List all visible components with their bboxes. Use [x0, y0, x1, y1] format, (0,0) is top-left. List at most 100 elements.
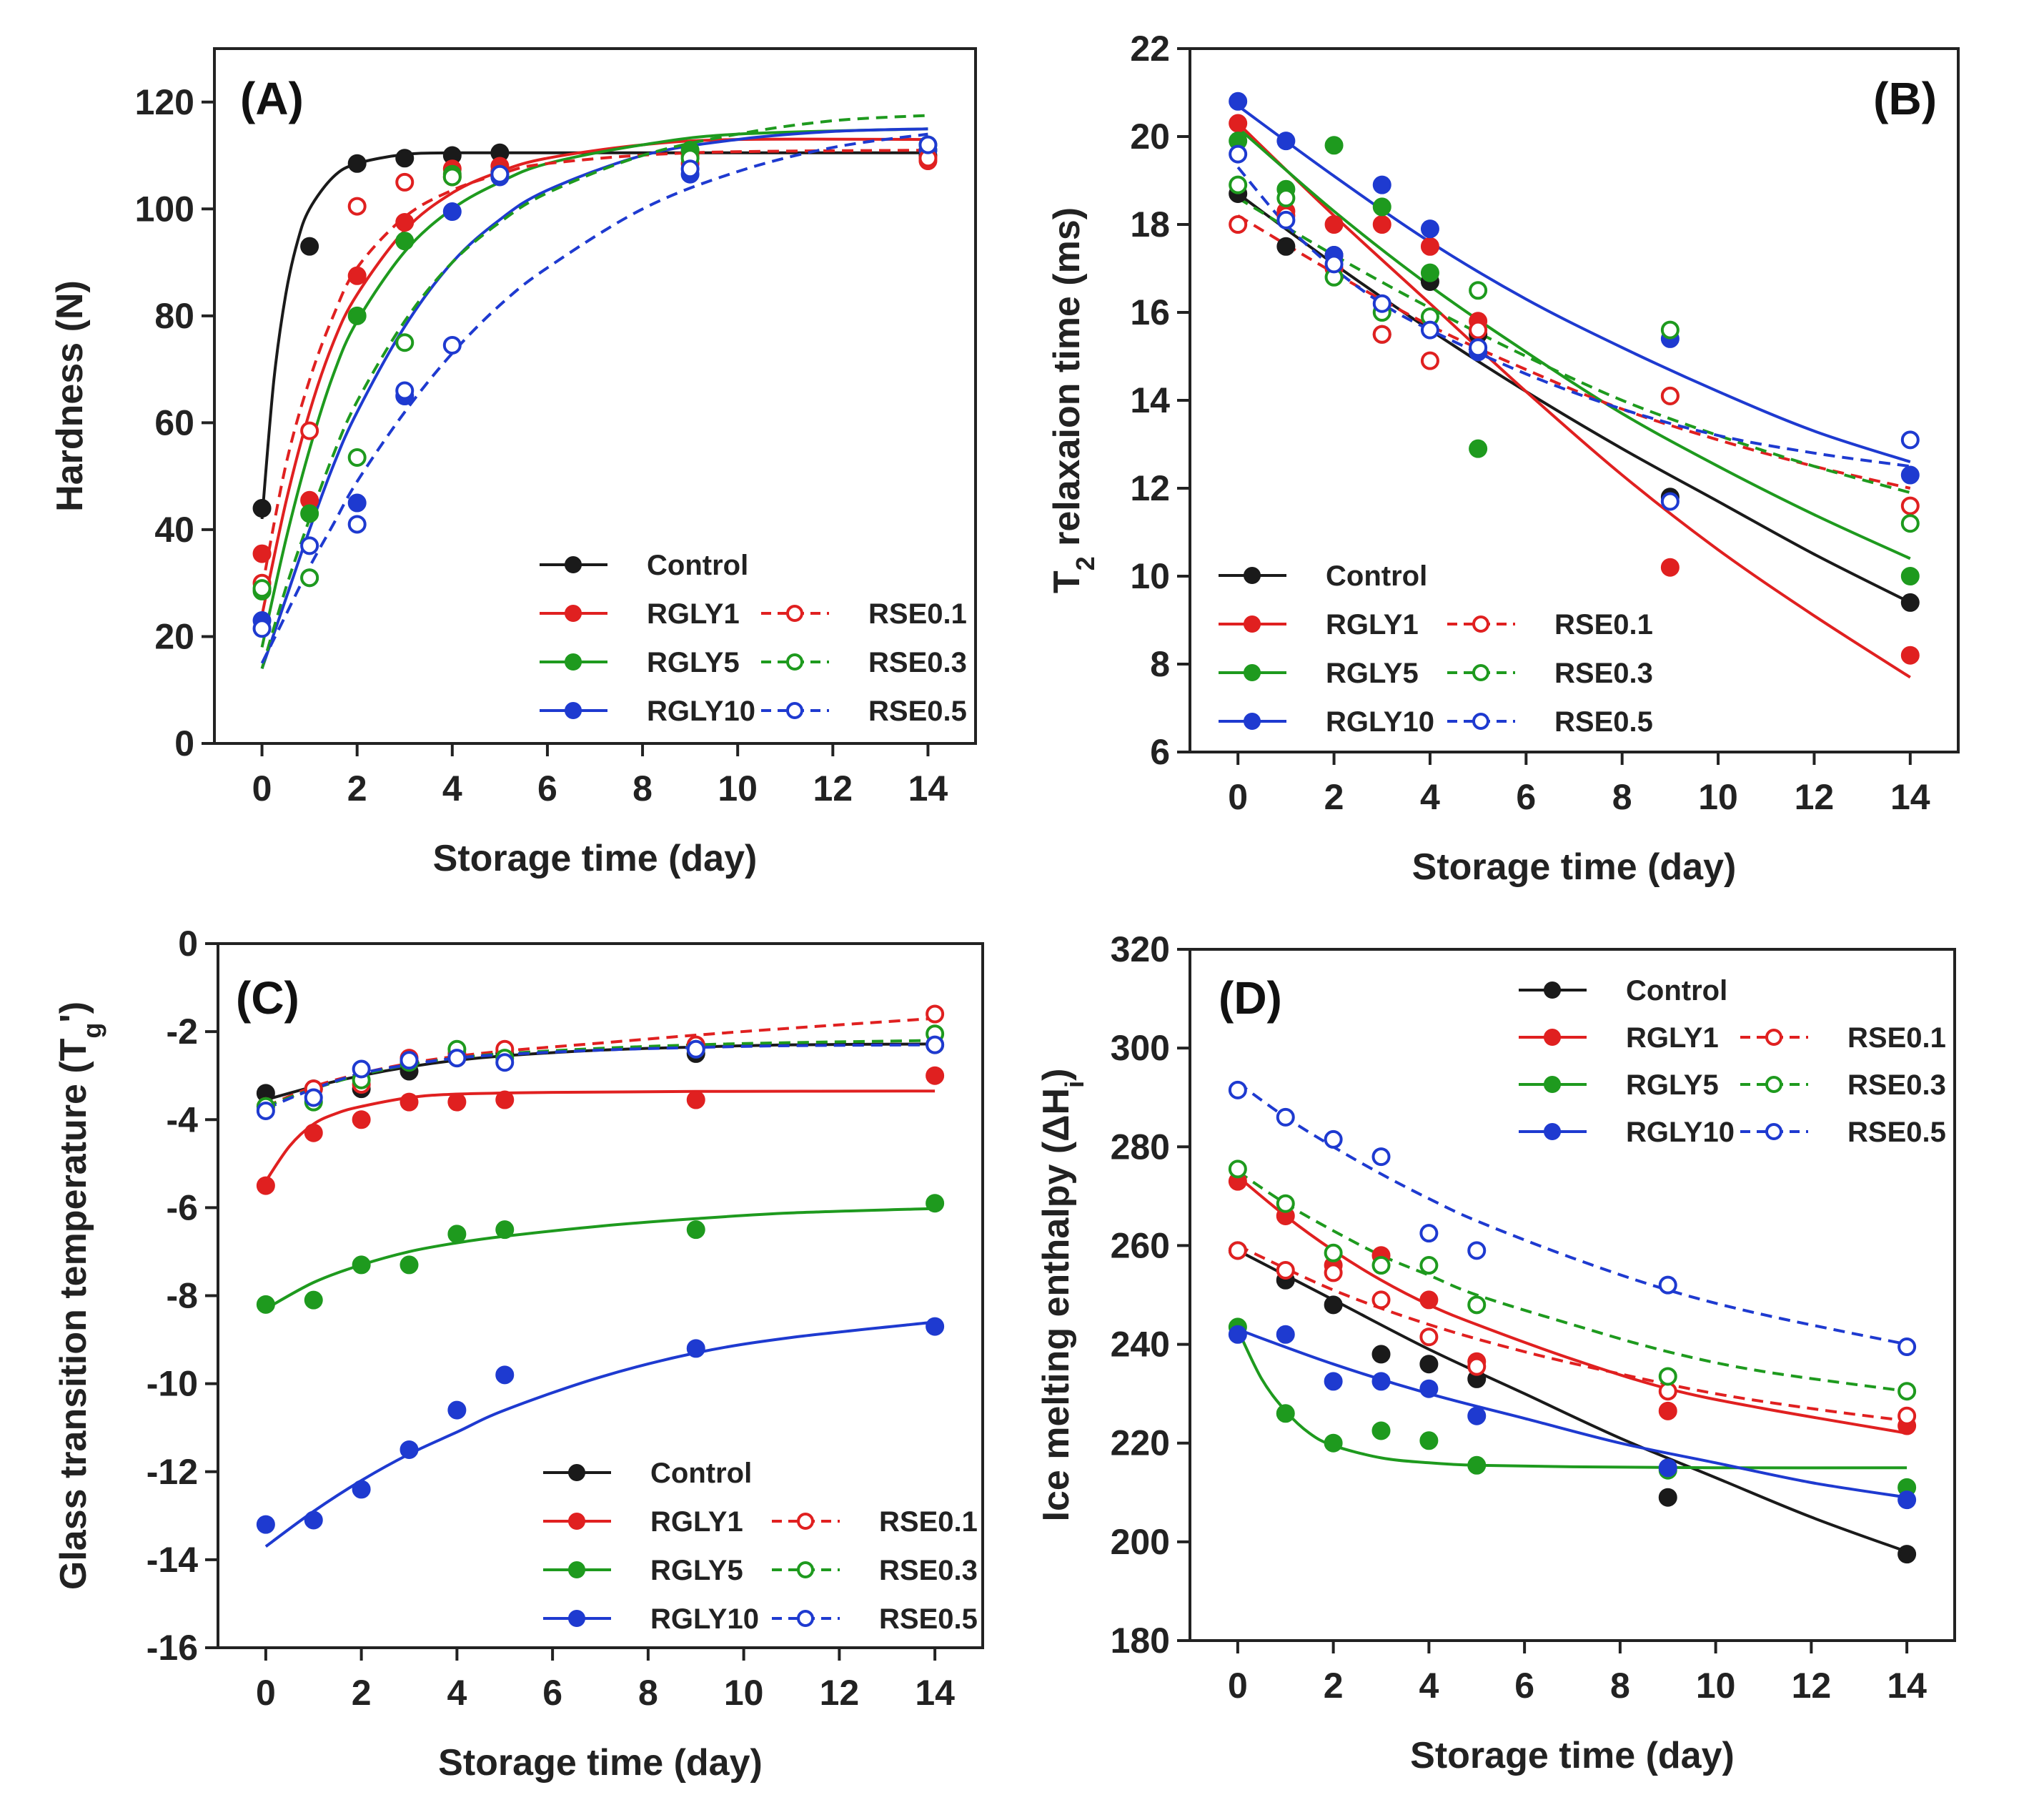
x-tick-label: 4 — [1420, 777, 1440, 817]
data-point-rse0-1 — [1660, 386, 1680, 405]
legend-label: RSE0.3 — [1554, 658, 1653, 689]
legend-label: Control — [647, 550, 748, 581]
legend-marker — [1544, 1029, 1561, 1046]
x-axis-title: Storage time (day) — [438, 1742, 763, 1784]
legend: Control RGLY1 RSE0.1 RGLY5 RSE0.3 RGLY10 RSE0.… — [1519, 975, 1946, 1148]
data-point-rse0-1 — [1229, 215, 1248, 234]
data-point-rgly5 — [1469, 439, 1488, 458]
data-point-rgly5 — [300, 504, 319, 523]
data-point-rgly5 — [495, 1220, 515, 1240]
legend-marker — [1244, 713, 1261, 730]
legend-label: RSE0.1 — [879, 1506, 978, 1538]
data-point-rgly5 — [1276, 1404, 1295, 1423]
data-point-control — [395, 149, 415, 168]
legend-label: RSE0.5 — [1554, 706, 1653, 738]
legend-marker — [568, 1464, 585, 1481]
data-point-control — [1276, 237, 1296, 256]
data-point-rse0-1 — [1324, 1263, 1343, 1282]
legend-label: RGLY5 — [1626, 1069, 1719, 1101]
data-point-control — [1897, 1545, 1917, 1564]
fit-curve-rse0-5 — [265, 1043, 936, 1110]
y-tick-label: -12 — [147, 1452, 198, 1492]
legend: Control RGLY1 RSE0.1 RGLY5 RSE0.3 RGLY10 RSE0.… — [1219, 560, 1653, 738]
legend-marker — [565, 556, 582, 573]
y-tick-label: 180 — [1111, 1621, 1170, 1661]
fit-curve-control — [1237, 192, 1911, 604]
y-tick-label: -6 — [167, 1187, 198, 1227]
x-tick-label: 4 — [447, 1673, 467, 1713]
panel-label: (C) — [236, 972, 299, 1024]
legend-label: Control — [1626, 975, 1727, 1007]
data-point-rgly5 — [1324, 136, 1344, 155]
data-point-rgly5 — [1371, 1421, 1391, 1440]
data-point-rse0-1 — [395, 172, 415, 192]
fit-curve-rgly10 — [1237, 1327, 1907, 1499]
legend-marker — [1544, 1123, 1561, 1140]
x-tick-label: 14 — [908, 768, 948, 808]
x-tick-label: 14 — [1887, 1666, 1927, 1706]
legend-label: RGLY5 — [1326, 658, 1419, 689]
x-tick-label: 0 — [1228, 777, 1248, 817]
data-point-rgly1 — [1372, 215, 1391, 234]
data-point-rgly1 — [447, 1092, 467, 1112]
y-tick-label: 20 — [154, 616, 194, 656]
x-tick-label: 12 — [813, 768, 853, 808]
data-point-rse0-3 — [1276, 189, 1296, 208]
y-tick-label: 320 — [1111, 929, 1170, 969]
legend-label: RGLY10 — [647, 696, 755, 727]
x-tick-label: 12 — [1795, 777, 1835, 817]
x-tick-label: 4 — [1419, 1666, 1439, 1706]
data-point-rse0-1 — [926, 1004, 945, 1024]
data-point-rgly10 — [1420, 219, 1439, 239]
data-point-rgly1 — [1660, 558, 1680, 577]
legend-marker — [1472, 713, 1489, 730]
data-point-rse0-3 — [1419, 1256, 1439, 1275]
data-point-control — [1419, 1355, 1439, 1374]
data-point-rse0-5 — [1229, 144, 1248, 164]
y-tick-label: 8 — [1150, 644, 1170, 684]
fit-curve-rgly5 — [260, 127, 928, 648]
data-point-rse0-3 — [300, 568, 319, 588]
y-tick-label: 280 — [1111, 1127, 1170, 1167]
data-point-rgly1 — [1324, 215, 1344, 234]
data-point-rgly5 — [1419, 1431, 1439, 1450]
data-point-rgly1 — [395, 213, 415, 232]
y-tick-label: 80 — [154, 296, 194, 336]
data-point-rse0-5 — [926, 1035, 945, 1054]
data-point-control — [1324, 1295, 1343, 1315]
data-point-rgly1 — [1229, 114, 1248, 133]
data-point-rgly5 — [926, 1194, 945, 1213]
fit-curve-rgly10 — [1237, 104, 1911, 464]
x-tick-label: 8 — [638, 1673, 658, 1713]
x-axis-title: Storage time (day) — [1410, 1735, 1735, 1776]
data-point-rse0-5 — [1276, 1107, 1295, 1127]
legend-marker — [1765, 1123, 1782, 1140]
data-point-rse0-3 — [1467, 1295, 1487, 1315]
y-tick-label: 10 — [1130, 556, 1170, 596]
legend-label: RSE0.1 — [1554, 609, 1653, 641]
data-point-rgly1 — [352, 1110, 371, 1129]
data-point-rse0-3 — [1658, 1367, 1677, 1386]
data-point-rgly10 — [352, 1480, 371, 1499]
y-tick-label: 6 — [1150, 732, 1170, 772]
data-point-rgly5 — [1467, 1455, 1487, 1475]
legend-marker — [568, 1561, 585, 1578]
data-point-rgly10 — [1276, 1325, 1295, 1344]
legend-label: RGLY5 — [647, 647, 740, 678]
data-point-rgly10 — [304, 1510, 323, 1530]
data-point-rgly10 — [1467, 1406, 1487, 1425]
fit-curve-rse0-5 — [1236, 1081, 1907, 1346]
fit-curve-rse0-1 — [1237, 1244, 1907, 1423]
x-tick-label: 12 — [1792, 1666, 1832, 1706]
legend-marker — [565, 605, 582, 622]
x-tick-label: 8 — [1612, 777, 1632, 817]
y-tick-label: 40 — [154, 510, 194, 550]
data-point-rgly10 — [1229, 92, 1248, 111]
data-point-rse0-1 — [1658, 1382, 1677, 1401]
data-point-rse0-3 — [347, 447, 367, 467]
legend-marker — [1244, 615, 1261, 633]
legend-label: RGLY10 — [1626, 1117, 1735, 1148]
data-point-rse0-5 — [1900, 430, 1920, 450]
fit-curve-rse0-5 — [1236, 166, 1911, 468]
data-point-rgly5 — [347, 306, 367, 325]
